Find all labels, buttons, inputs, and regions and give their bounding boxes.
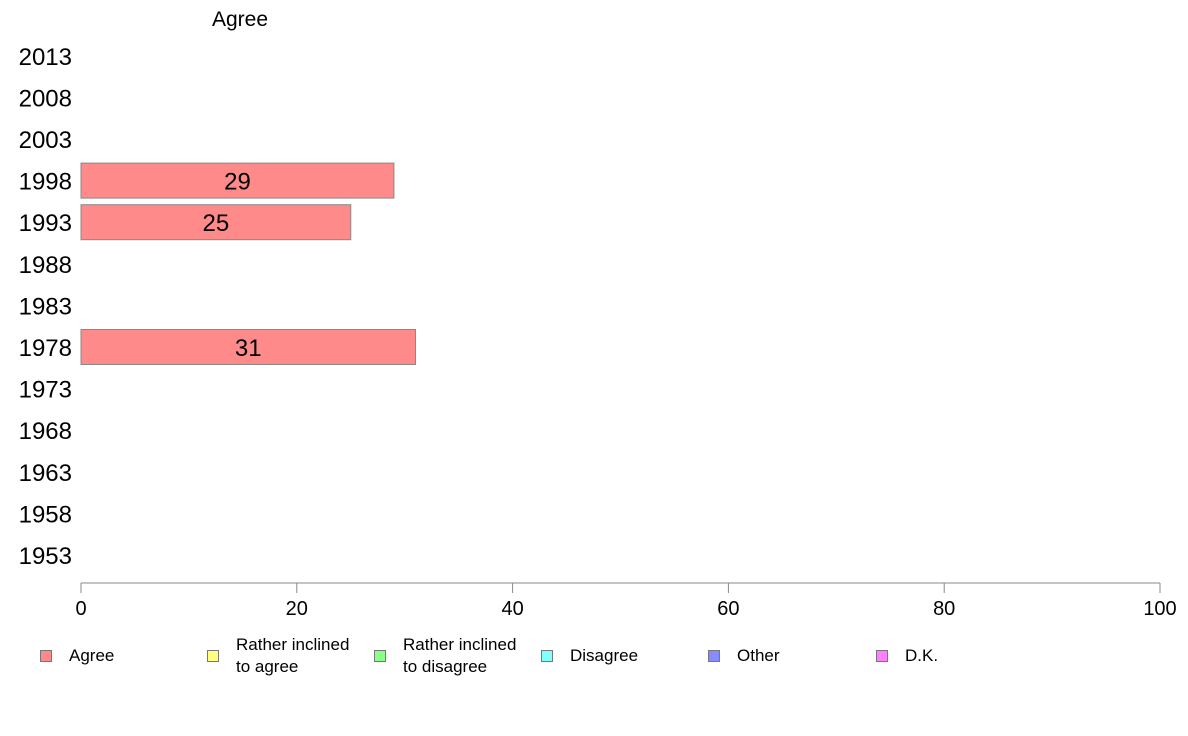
x-tick-label: 100 <box>1143 598 1176 620</box>
y-tick-label: 1998 <box>19 169 72 196</box>
bar-chart: Agree 29 25 31 2013 2008 2003 1998 1993 1988 198… <box>19 8 1177 620</box>
x-tick-label: 80 <box>933 598 955 620</box>
x-axis: 0 20 40 60 80 100 <box>75 582 1177 620</box>
legend-item-other: Other <box>708 632 780 680</box>
y-tick-label: 1993 <box>19 210 72 237</box>
legend-item-rather-agree: Rather inclined to agree <box>207 632 349 680</box>
legend-label: Other <box>737 646 780 665</box>
y-tick-label: 1973 <box>19 377 72 404</box>
x-tick-label: 60 <box>717 598 739 620</box>
legend-label: Disagree <box>570 646 639 665</box>
legend-item-disagree: Disagree <box>541 632 638 680</box>
data-label-1978: 31 <box>235 335 262 362</box>
y-tick-label: 1988 <box>19 252 72 279</box>
legend-label: D.K. <box>905 646 939 665</box>
x-tick-label: 40 <box>501 598 523 620</box>
y-tick-label: 1963 <box>19 460 72 487</box>
bars-group: 29 25 31 <box>80 162 416 365</box>
legend-label: Rather inclined to agree <box>236 635 350 676</box>
legend-swatch-disagree <box>541 650 553 662</box>
series-header: Agree <box>212 8 268 31</box>
legend-label: Agree <box>69 646 115 665</box>
legend-swatch-dk <box>876 650 888 662</box>
y-tick-label: 1958 <box>19 501 72 528</box>
y-tick-label: 1978 <box>19 335 72 362</box>
x-tick-label: 20 <box>286 598 308 620</box>
data-label-1998: 29 <box>224 169 251 196</box>
y-axis-ticks: 2013 2008 2003 1998 1993 1988 1983 1978 1973 1968… <box>19 44 72 570</box>
y-tick-label: 2003 <box>19 127 72 154</box>
y-tick-label: 1983 <box>19 293 72 320</box>
legend-swatch-other <box>708 650 720 662</box>
legend-swatch-rather-disagree <box>374 650 386 662</box>
legend-label: Rather inclined to disagree <box>403 635 517 676</box>
legend-item-rather-disagree: Rather inclined to disagree <box>374 632 516 680</box>
x-tick-label: 0 <box>75 598 86 620</box>
legend-item-dk: D.K. <box>876 632 938 680</box>
bar-1978 <box>80 329 416 365</box>
bar-1998 <box>80 162 395 199</box>
legend-swatch-agree <box>40 650 52 662</box>
y-tick-label: 1968 <box>19 418 72 445</box>
data-label-1993: 25 <box>203 210 230 237</box>
y-tick-label: 1953 <box>19 543 72 570</box>
legend: Agree Rather inclined to agree Rather in… <box>0 632 1188 680</box>
y-tick-label: 2013 <box>19 44 72 71</box>
legend-item-agree: Agree <box>40 632 114 680</box>
bar-1993 <box>80 204 352 241</box>
y-tick-label: 2008 <box>19 85 72 112</box>
legend-swatch-rather-agree <box>207 650 219 662</box>
